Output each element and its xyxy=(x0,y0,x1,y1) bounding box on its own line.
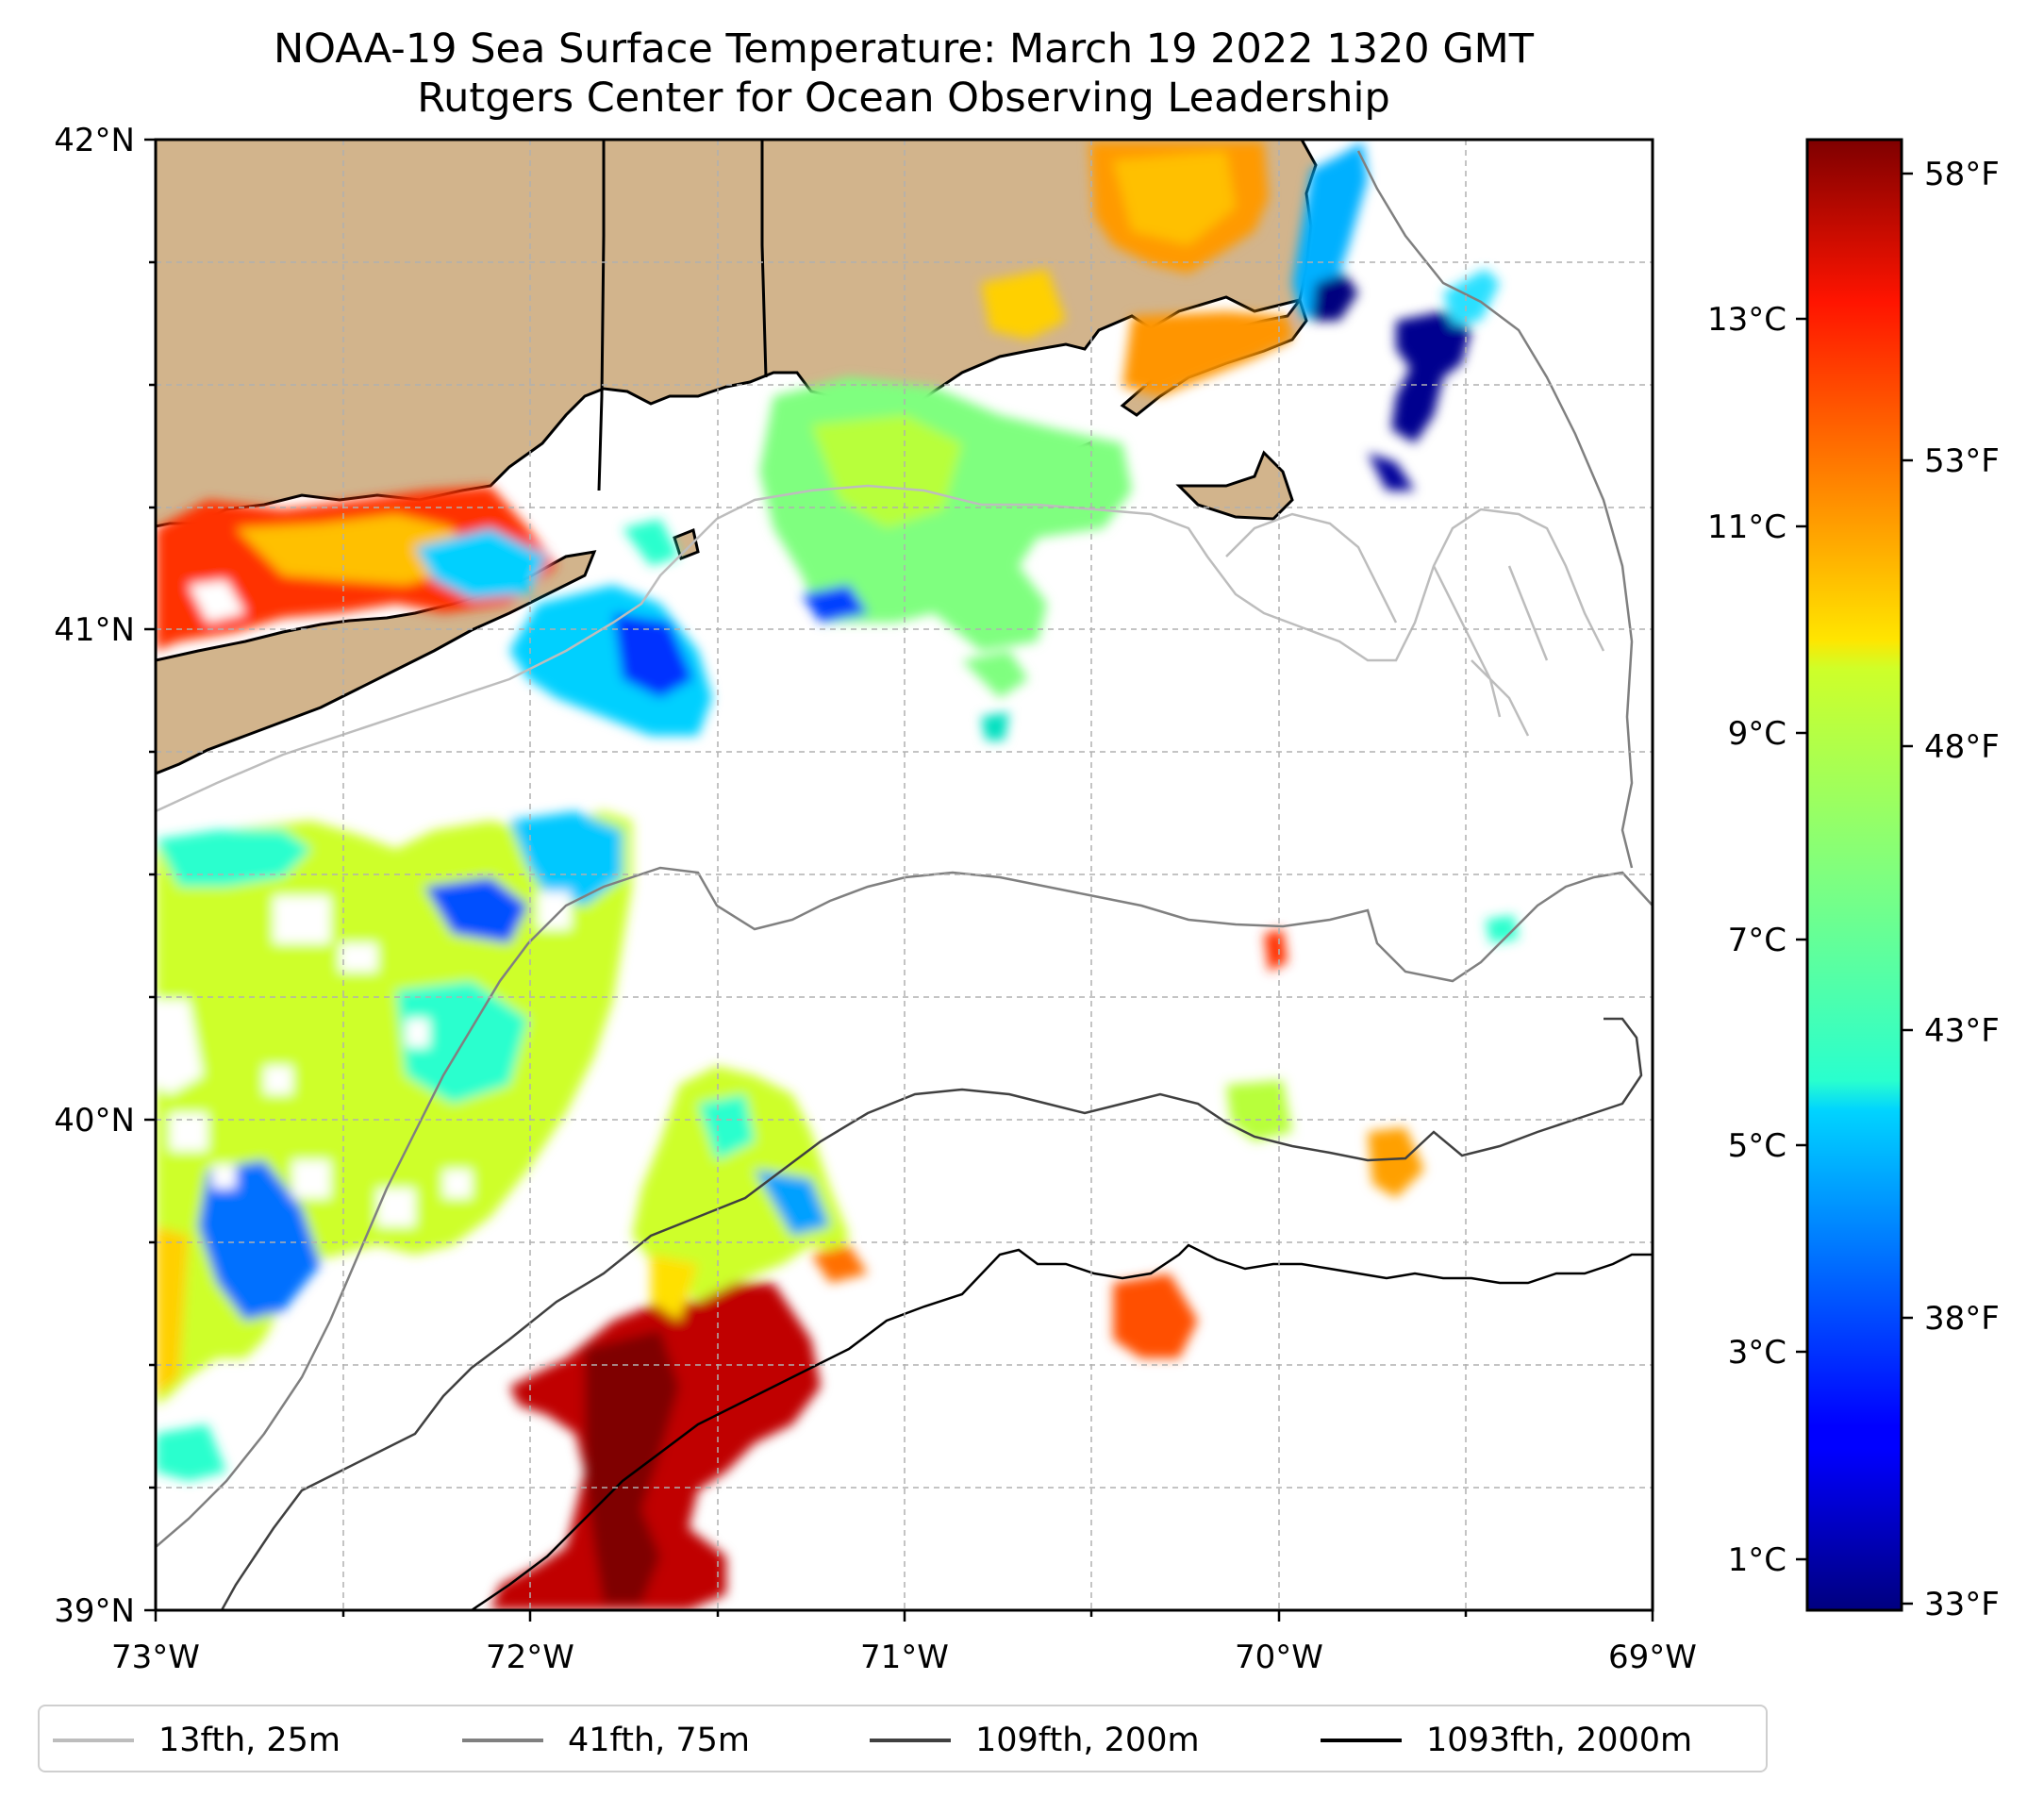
gridlines xyxy=(156,140,1653,1610)
colorbar-celsius-label: 13°C xyxy=(1707,301,1786,339)
colorbar-fahrenheit-label: 48°F xyxy=(1924,728,2000,766)
legend-item: 13fth, 25m xyxy=(53,1706,341,1774)
colorbar-celsius-label: 9°C xyxy=(1728,715,1786,753)
sst-patch-outer-cape xyxy=(1292,141,1368,321)
colorbar-fahrenheit-label: 58°F xyxy=(1924,156,2000,193)
colorbar-celsius-label: 3°C xyxy=(1728,1334,1786,1372)
x-tick-label: 69°W xyxy=(1608,1639,1697,1676)
y-tick-label: 39°N xyxy=(54,1592,135,1630)
legend-swatch xyxy=(462,1739,543,1742)
x-tick-label: 72°W xyxy=(486,1639,574,1676)
block-island xyxy=(673,527,700,560)
sst-patch-south-coast xyxy=(1122,311,1292,396)
contour-200m xyxy=(220,1017,1643,1610)
sst-patch-georges-cold xyxy=(1391,311,1471,443)
map-subtitle: Rutgers Center for Ocean Observing Leade… xyxy=(417,75,1390,122)
legend-swatch xyxy=(1321,1739,1402,1742)
legend: 13fth, 25m 41fth, 75m 109fth, 200m 1093f… xyxy=(38,1705,1768,1772)
y-tick-label: 40°N xyxy=(54,1102,135,1140)
legend-item: 41fth, 75m xyxy=(462,1706,750,1774)
legend-item: 109fth, 200m xyxy=(870,1706,1200,1774)
colorbar-celsius-label: 11°C xyxy=(1707,508,1786,546)
y-tick-label: 41°N xyxy=(54,611,135,649)
axis-ticks xyxy=(144,138,1654,1622)
x-tick-label: 73°W xyxy=(111,1639,200,1676)
y-tick-label: 42°N xyxy=(54,122,135,159)
state-borders xyxy=(597,140,768,491)
contour-75m xyxy=(156,866,1653,1548)
x-tick-label: 71°W xyxy=(860,1639,949,1676)
colorbar-fahrenheit-label: 33°F xyxy=(1924,1586,2000,1623)
contour-25m xyxy=(156,484,1605,813)
colorbar-celsius-label: 5°C xyxy=(1728,1127,1786,1165)
colorbar-celsius-label: 7°C xyxy=(1728,922,1786,959)
map-title: NOAA-19 Sea Surface Temperature: March 1… xyxy=(273,25,1535,73)
legend-swatch xyxy=(870,1739,951,1742)
legend-label: 41fth, 75m xyxy=(568,1722,751,1759)
colorbar-fahrenheit-label: 38°F xyxy=(1924,1300,2000,1338)
legend-swatch xyxy=(53,1739,134,1742)
colorbar-fahrenheit-label: 43°F xyxy=(1924,1012,2000,1050)
contour-2000m xyxy=(471,1243,1653,1610)
connecticut-rhode-island-land xyxy=(156,140,1318,528)
nantucket xyxy=(1175,450,1294,521)
legend-label: 109fth, 200m xyxy=(975,1722,1200,1759)
colorbar-ticks xyxy=(1796,172,1913,1606)
legend-label: 13fth, 25m xyxy=(158,1722,341,1759)
bathymetry-contours xyxy=(156,150,1653,1610)
legend-item: 1093fth, 2000m xyxy=(1321,1706,1692,1774)
colorbar-celsius-label: 1°C xyxy=(1728,1541,1786,1579)
x-tick-label: 70°W xyxy=(1235,1639,1323,1676)
colorbar xyxy=(1805,138,1903,1612)
legend-label: 1093fth, 2000m xyxy=(1426,1722,1693,1759)
colorbar-fahrenheit-label: 53°F xyxy=(1924,442,2000,480)
